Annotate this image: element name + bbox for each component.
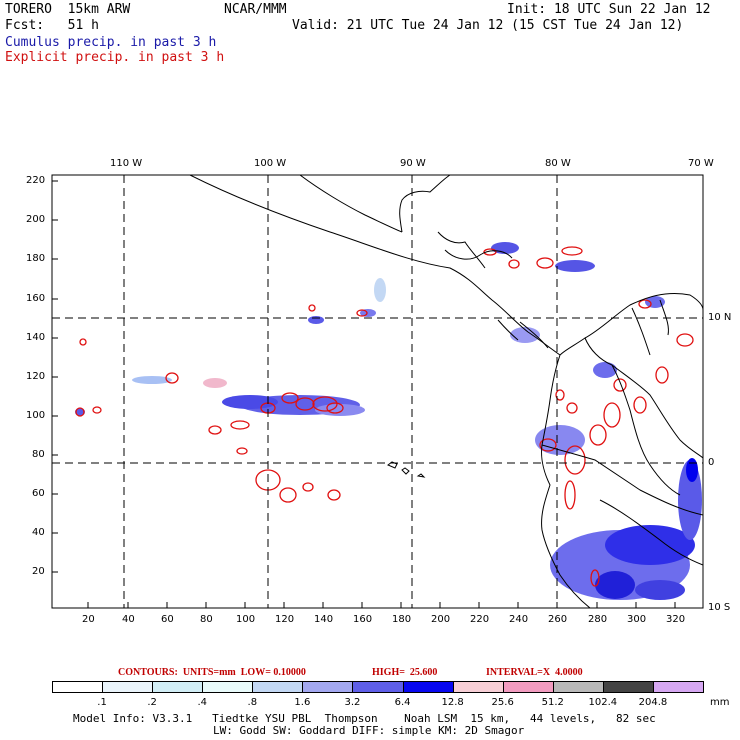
colorbar-swatch xyxy=(502,681,554,693)
valid-time: Valid: 21 UTC Tue 24 Jan 12 (15 CST Tue … xyxy=(292,18,684,33)
ytick: 100 xyxy=(26,410,46,421)
colorbar-label: 102.4 xyxy=(588,697,618,708)
xtick: 180 xyxy=(392,614,412,625)
ytick: 140 xyxy=(26,332,46,343)
xtick: 160 xyxy=(353,614,373,625)
xtick: 140 xyxy=(314,614,334,625)
lat-label-10s: 10 S xyxy=(708,602,731,613)
colorbar-label: .4 xyxy=(197,697,207,708)
lat-label-0: 0 xyxy=(708,457,715,468)
colorbar-label: 1.6 xyxy=(294,697,311,708)
ytick: 220 xyxy=(26,175,46,186)
ytick: 60 xyxy=(32,488,45,499)
colorbar-label: 25.6 xyxy=(491,697,514,708)
model-info: Model Info: V3.3.1 Tiedtke YSU PBL Thomp… xyxy=(73,712,656,725)
lon-label-80w: 80 W xyxy=(545,158,571,169)
xtick: 80 xyxy=(200,614,213,625)
colorbar-label: .8 xyxy=(247,697,258,708)
colorbar-swatch xyxy=(552,681,604,693)
xtick: 260 xyxy=(548,614,568,625)
cumulus-precip-field xyxy=(75,242,702,600)
colorbar-label: 204.8 xyxy=(638,697,668,708)
latlon-grid xyxy=(52,175,703,608)
ytick: 20 xyxy=(32,566,45,577)
axis-ticks xyxy=(52,180,676,608)
colorbar-label: .2 xyxy=(147,697,157,708)
colorbar-swatch xyxy=(452,681,504,693)
init-time: Init: 18 UTC Sun 22 Jan 12 xyxy=(507,2,711,17)
lon-label-70w: 70 W xyxy=(688,158,714,169)
xtick: 20 xyxy=(82,614,95,625)
ytick: 160 xyxy=(26,293,46,304)
colorbar-swatch xyxy=(402,681,454,693)
coastlines xyxy=(189,175,703,608)
xtick: 40 xyxy=(122,614,135,625)
xtick: 220 xyxy=(470,614,490,625)
contour-units: CONTOURS: UNITS=mm LOW= 0.10000 xyxy=(118,667,306,678)
colorbar-swatch xyxy=(202,681,254,693)
ytick: 40 xyxy=(32,527,45,538)
colorbar-unit: mm xyxy=(710,697,730,708)
colorbar-swatch xyxy=(602,681,654,693)
ytick: 120 xyxy=(26,371,46,382)
xtick: 100 xyxy=(236,614,256,625)
contour-interval: INTERVAL=X 4.0000 xyxy=(486,667,583,678)
ytick: 200 xyxy=(26,214,46,225)
contour-high: HIGH= 25.600 xyxy=(372,667,438,678)
xtick: 120 xyxy=(275,614,295,625)
map-frame xyxy=(51,174,704,609)
colorbar-swatch xyxy=(252,681,304,693)
lon-label-100w: 100 W xyxy=(254,158,287,169)
colorbar-swatch xyxy=(652,681,704,693)
colorbar-label: 3.2 xyxy=(344,697,361,708)
xtick: 240 xyxy=(509,614,529,625)
ytick: 80 xyxy=(32,449,45,460)
xtick: 320 xyxy=(666,614,686,625)
colorbar-label: 51.2 xyxy=(541,697,564,708)
lon-label-90w: 90 W xyxy=(400,158,426,169)
colorbar-label: 6.4 xyxy=(394,697,411,708)
ytick: 180 xyxy=(26,253,46,264)
model-title: TORERO 15km ARW xyxy=(5,2,131,17)
legend-explicit: Explicit precip. in past 3 h xyxy=(5,50,225,65)
colorbar-swatch xyxy=(352,681,404,693)
colorbar-swatch xyxy=(302,681,354,693)
xtick: 200 xyxy=(431,614,451,625)
xtick: 60 xyxy=(161,614,174,625)
colorbar-swatch xyxy=(52,681,104,693)
colorbar-swatch xyxy=(152,681,204,693)
xtick: 280 xyxy=(588,614,608,625)
lon-label-110w: 110 W xyxy=(110,158,143,169)
xtick: 300 xyxy=(627,614,647,625)
lat-label-10n: 10 N xyxy=(708,312,732,323)
organization-label: NCAR/MMM xyxy=(224,2,287,17)
colorbar-swatch xyxy=(102,681,154,693)
legend-cumulus: Cumulus precip. in past 3 h xyxy=(5,35,217,50)
forecast-hour: Fcst: 51 h xyxy=(5,18,99,33)
model-info-physics: LW: Godd SW: Goddard DIFF: simple KM: 2D… xyxy=(213,724,525,737)
colorbar-label: .1 xyxy=(97,697,107,708)
colorbar-label: 12.8 xyxy=(441,697,464,708)
